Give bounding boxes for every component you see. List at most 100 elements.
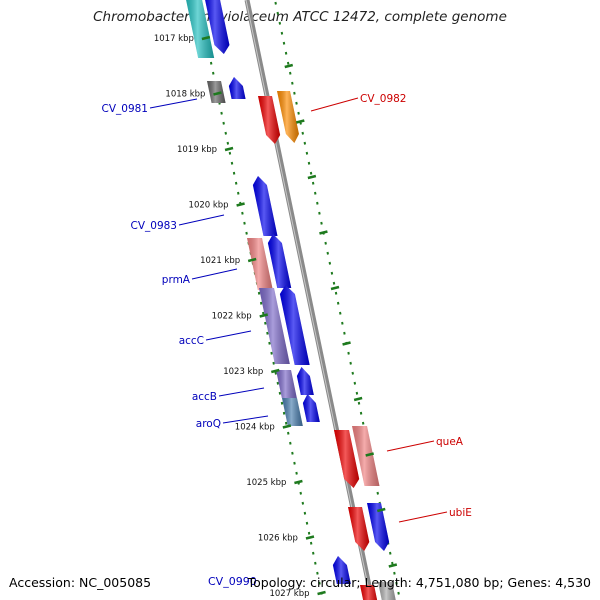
track-dot [272, 361, 275, 365]
kbp-major-tick [284, 63, 294, 69]
kbp-major-tick [247, 257, 257, 263]
track-dot [316, 571, 319, 575]
gene-leader-line [222, 415, 269, 424]
track-dot [376, 491, 379, 495]
track-dot [289, 441, 292, 445]
track-dot [299, 491, 302, 495]
gene-label[interactable]: aroQ [196, 418, 221, 430]
gene-label[interactable]: prmA [162, 274, 191, 286]
track-dot [334, 291, 338, 295]
gene-leader-line [149, 98, 198, 109]
track-dot [347, 351, 350, 355]
kbp-label: 1025 kbp [246, 478, 286, 488]
track-dot [357, 401, 361, 405]
track-dot [286, 61, 290, 65]
track-dot [330, 271, 334, 275]
kbp-labels: 1017 kbp 1018 kbp 1019 kbp 1020 kbp 1021 kbp… [154, 34, 398, 599]
track-dot [301, 501, 305, 505]
gene-feature-shade [367, 503, 390, 551]
gene-label[interactable]: CV_0983 [131, 220, 178, 232]
track-dot [264, 321, 267, 325]
kbp-label: 1017 kbp [154, 34, 194, 44]
gene-leader-line [178, 214, 225, 226]
accession-text: Accession: NC_005085 [9, 575, 152, 590]
track-dot [320, 221, 323, 225]
gene-label[interactable]: ubiE [449, 507, 472, 519]
track-dot [395, 581, 398, 585]
gene-feature-shade [207, 81, 226, 103]
track-dot [284, 51, 288, 55]
gene-leader-line [398, 511, 448, 523]
track-dot [209, 61, 213, 65]
track-dot [309, 171, 313, 175]
kbp-label: 1019 kbp [177, 145, 217, 155]
gene-feature-shade [258, 96, 281, 144]
gene-leader-line [310, 97, 359, 112]
gene-feature-shade [267, 234, 292, 288]
kbp-label: 1022 kbp [212, 312, 252, 322]
kbp-major-tick [296, 119, 305, 124]
kbp-major-tick [259, 313, 269, 318]
track-dot [303, 141, 307, 145]
gene-label[interactable]: queA [436, 436, 464, 448]
gene-feature-shade [186, 0, 215, 58]
kbp-label: 1024 kbp [235, 423, 275, 433]
gene-feature-shade [360, 585, 378, 600]
gene-label[interactable]: accC [179, 335, 204, 347]
track-dot [257, 291, 261, 295]
gene-feature-shade [348, 507, 370, 551]
track-dot [222, 121, 225, 125]
track-dot [311, 181, 315, 185]
kbp-major-tick [224, 146, 234, 152]
track-dot [391, 561, 394, 565]
gene-feature-shade [247, 238, 273, 290]
track-dot [307, 531, 311, 535]
track-dot [328, 261, 332, 265]
kbp-label: 1018 kbp [165, 90, 205, 100]
track-dot [274, 1, 277, 5]
track-dot [349, 361, 352, 365]
track-dot [220, 111, 223, 115]
track-dot [280, 401, 284, 405]
track-dot [316, 201, 319, 205]
track-dot [289, 71, 292, 75]
track-dot [353, 381, 357, 385]
track-dot [305, 521, 309, 525]
kbp-major-tick [305, 535, 315, 540]
track-dot [276, 381, 280, 385]
kbp-major-tick [353, 396, 363, 402]
track-dot [393, 571, 396, 575]
track-dot [226, 141, 230, 145]
gene-label[interactable]: accB [192, 391, 217, 403]
gene-leader-line [191, 268, 238, 280]
topology-text: Topology: circular; Length: 4,751,080 bp… [247, 575, 591, 590]
track-dot [301, 131, 304, 135]
gene-feature-shade [252, 176, 278, 236]
track-dot [293, 91, 296, 95]
gene-feature-shade [352, 426, 380, 486]
track-dot [324, 241, 327, 245]
track-dot [282, 411, 286, 415]
track-dot [259, 301, 263, 305]
gene-feature-shade [302, 394, 320, 422]
track-dot [309, 541, 313, 545]
track-dot [297, 111, 300, 115]
track-dot [278, 391, 282, 395]
track-dot [318, 581, 321, 585]
track-dot [212, 71, 215, 75]
track-dot [224, 131, 227, 135]
track-dot [280, 31, 284, 35]
track-dot [314, 191, 317, 195]
kbp-major-tick [282, 424, 292, 429]
gene-label[interactable]: CV_0982 [360, 93, 407, 105]
kbp-major-tick [388, 563, 398, 568]
gene-label-footer[interactable]: CV_0990 [208, 575, 257, 588]
track-dot [276, 11, 279, 15]
track-dot [291, 451, 294, 455]
track-dot [355, 391, 359, 395]
kbp-label: 1021 kbp [200, 256, 240, 266]
gene-feature-shade [205, 0, 230, 54]
gene-label[interactable]: CV_0981 [102, 103, 149, 115]
track-dot [314, 561, 317, 565]
kbp-label: 1020 kbp [189, 201, 229, 211]
